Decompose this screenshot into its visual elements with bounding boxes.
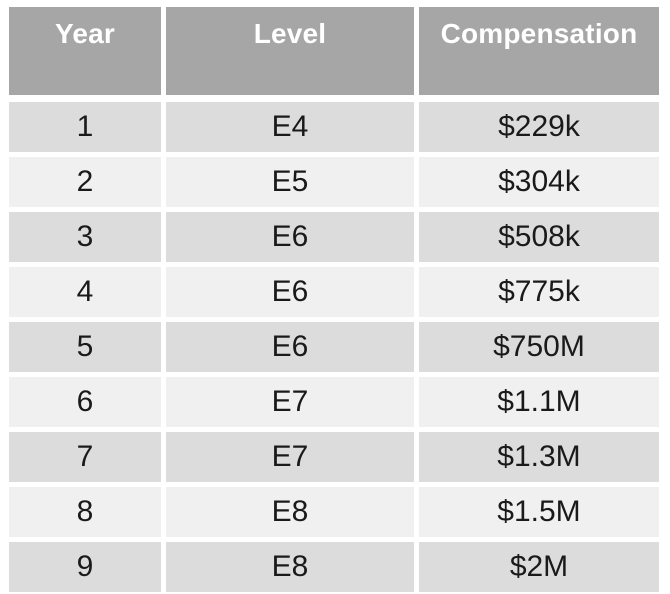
table-row: 2 E5 $304k xyxy=(9,157,659,207)
level-cell: E6 xyxy=(166,267,414,317)
year-cell: 9 xyxy=(9,542,161,592)
year-cell: 5 xyxy=(9,322,161,372)
compensation-cell: $508k xyxy=(419,212,659,262)
table-row: 6 E7 $1.1M xyxy=(9,377,659,427)
table-row: 5 E6 $750M xyxy=(9,322,659,372)
compensation-cell: $229k xyxy=(419,102,659,152)
table-row: 4 E6 $775k xyxy=(9,267,659,317)
table-header-row: Year Level Compensation xyxy=(9,7,659,95)
table-row: 8 E8 $1.5M xyxy=(9,487,659,537)
compensation-cell: $1.3M xyxy=(419,432,659,482)
table-row: 3 E6 $508k xyxy=(9,212,659,262)
compensation-cell: $1.5M xyxy=(419,487,659,537)
level-cell: E6 xyxy=(166,322,414,372)
table-row: 7 E7 $1.3M xyxy=(9,432,659,482)
year-cell: 1 xyxy=(9,102,161,152)
level-cell: E7 xyxy=(166,377,414,427)
level-cell: E4 xyxy=(166,102,414,152)
compensation-cell: $750M xyxy=(419,322,659,372)
compensation-cell: $1.1M xyxy=(419,377,659,427)
year-cell: 2 xyxy=(9,157,161,207)
compensation-cell: $304k xyxy=(419,157,659,207)
year-cell: 7 xyxy=(9,432,161,482)
level-cell: E7 xyxy=(166,432,414,482)
column-header-year: Year xyxy=(9,7,161,95)
level-cell: E6 xyxy=(166,212,414,262)
year-cell: 6 xyxy=(9,377,161,427)
column-header-level: Level xyxy=(166,7,414,95)
table-body: 1 E4 $229k 2 E5 $304k 3 E6 $508k 4 E6 $775k 5 E6 $750M… xyxy=(9,102,659,592)
year-cell: 3 xyxy=(9,212,161,262)
table-row: 1 E4 $229k xyxy=(9,102,659,152)
table-row: 9 E8 $2M xyxy=(9,542,659,592)
level-cell: E5 xyxy=(166,157,414,207)
level-cell: E8 xyxy=(166,542,414,592)
compensation-cell: $775k xyxy=(419,267,659,317)
compensation-table: Year Level Compensation 1 E4 $229k 2 E5 $304k… xyxy=(9,7,659,592)
year-cell: 8 xyxy=(9,487,161,537)
year-cell: 4 xyxy=(9,267,161,317)
level-cell: E8 xyxy=(166,487,414,537)
column-header-compensation: Compensation xyxy=(419,7,659,95)
compensation-cell: $2M xyxy=(419,542,659,592)
